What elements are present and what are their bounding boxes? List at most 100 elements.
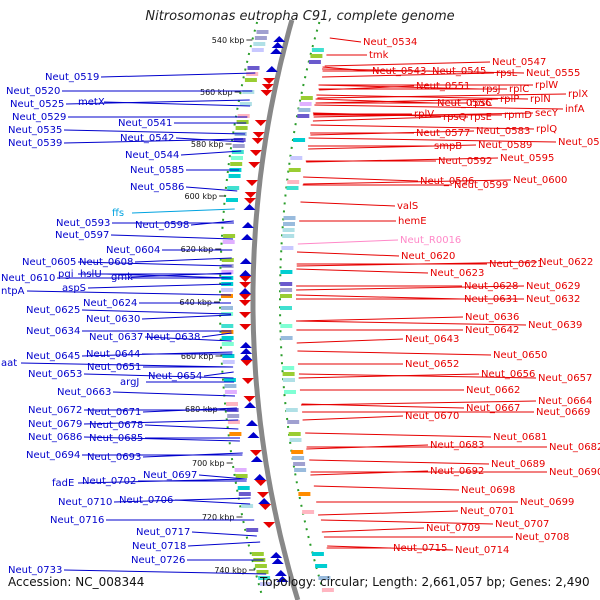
strand-arrow [239, 258, 252, 264]
left-gene-label: Neut_0535 [8, 125, 62, 136]
strand-arrow [271, 558, 284, 564]
leader-line [309, 459, 490, 465]
leader-line [296, 261, 538, 267]
gene-block [259, 582, 272, 586]
strand-arrow [253, 474, 266, 480]
leader-line [296, 268, 429, 274]
right-gene-label: Neut_0643 [405, 334, 459, 345]
gene-block [242, 90, 255, 94]
left-gene-label: Neut_0604 [106, 245, 160, 256]
strand-arrow [239, 288, 252, 294]
gene-block [290, 156, 303, 160]
right-gene-label: Neut_0701 [460, 506, 514, 517]
right-gene-label: Neut_0664 [538, 396, 592, 407]
strand-arrow [263, 522, 276, 528]
gene-block [318, 576, 331, 580]
left-gene-label: Neut_0624 [83, 298, 137, 309]
leader-line [87, 283, 232, 289]
gene-block [251, 552, 264, 556]
leader-line [302, 415, 404, 421]
leader-line [203, 371, 234, 377]
gene-block [238, 492, 251, 496]
leader-line [100, 72, 256, 78]
genome-ring [250, 19, 301, 600]
gene-block [284, 390, 296, 394]
right-gene-label: Neut_0642 [465, 325, 519, 336]
left-gene-label: Neut_0717 [136, 527, 190, 538]
strand-arrow [273, 36, 286, 42]
left-gene-label: Neut_0634 [26, 326, 80, 337]
gene-block [227, 420, 240, 424]
leader-line [63, 138, 244, 144]
right-gene-label: Neut_0652 [405, 359, 459, 370]
left-gene-label: Neut_0541 [118, 118, 172, 129]
leader-line [296, 316, 464, 322]
right-gene-label: hemE [398, 216, 427, 227]
leader-line [113, 497, 251, 503]
gene-block [224, 384, 237, 388]
left-gene-label: Neut_0678 [89, 420, 143, 431]
leader-line [297, 350, 492, 356]
leader-line [320, 519, 494, 525]
gene-block [299, 102, 312, 106]
gene-block [221, 288, 234, 292]
leader-line [301, 403, 465, 409]
gene-block [287, 180, 300, 184]
right-gene-label: Neut_0682 [549, 442, 600, 453]
leader-line [298, 373, 537, 379]
right-gene-label: Neut_0556 [437, 98, 491, 109]
leader-line [26, 290, 232, 296]
leader-line [310, 130, 475, 136]
left-leader-lines [20, 72, 267, 575]
left-gene-label: aspS [62, 283, 86, 294]
gene-block [241, 504, 254, 508]
gene-block [235, 126, 248, 130]
gene-block [222, 354, 235, 358]
right-gene-label: Neut_0543 [372, 66, 426, 77]
strand-arrow [254, 480, 267, 486]
left-gene-label: Neut_0697 [143, 470, 197, 481]
leader-line [296, 251, 400, 257]
left-gene-label: Neut_0544 [125, 150, 179, 161]
gene-block [221, 258, 234, 262]
right-gene-label: rplX [568, 89, 588, 100]
gene-block [289, 438, 302, 442]
left-gene-label: aat [1, 358, 17, 369]
leader-line [144, 336, 232, 342]
leader-line [20, 362, 233, 368]
gene-block [254, 564, 267, 568]
right-gene-label: Neut_0656 [481, 369, 535, 380]
gene-block [282, 234, 295, 238]
right-gene-label: Neut_0534 [363, 37, 417, 48]
right-gene-label: Neut_0596 [420, 176, 474, 187]
right-gene-label: Neut_0636 [465, 312, 519, 323]
left-gene-label: Neut_0585 [130, 165, 184, 176]
leader-line [316, 94, 529, 100]
gene-block [221, 336, 234, 340]
left-gene-label: Neut_0608 [79, 257, 133, 268]
leader-line [321, 527, 425, 533]
strand-arrow [239, 282, 252, 288]
gene-block [282, 228, 295, 232]
right-gene-label: Neut_0707 [495, 519, 549, 530]
leader-line [322, 72, 495, 78]
right-gene-label: rpsQ [443, 112, 467, 123]
gene-block [298, 108, 311, 112]
right-gene-label: Neut_0662 [466, 385, 520, 396]
strand-arrow [254, 120, 267, 126]
gene-block [256, 30, 269, 34]
left-gene-label: pgi [58, 269, 73, 280]
left-gene-label: hslU [80, 269, 102, 280]
leader-line [185, 186, 238, 192]
gene-block [237, 114, 250, 118]
gene-block [297, 114, 310, 118]
leader-line [296, 285, 525, 291]
strand-arrow [249, 150, 262, 156]
gene-block [234, 468, 247, 472]
leader-line [315, 98, 436, 104]
right-gene-label: Neut_0589 [478, 140, 532, 151]
left-gene-label: Neut_0726 [131, 555, 185, 566]
right-gene-label: Neut_0669 [536, 407, 590, 418]
right-gene-label: Neut_0590 [558, 137, 600, 148]
left-gene-label: Neut_0605 [22, 257, 76, 268]
